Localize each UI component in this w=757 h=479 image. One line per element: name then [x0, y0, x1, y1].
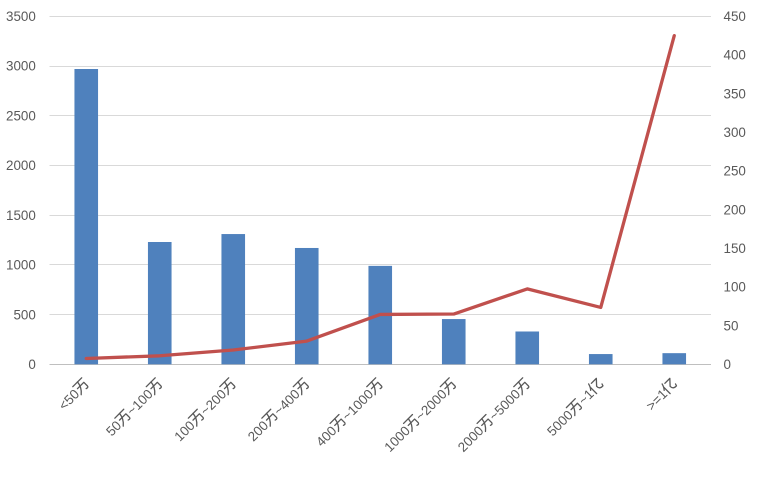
- svg-text:2500: 2500: [6, 108, 36, 123]
- svg-text:100: 100: [724, 280, 746, 295]
- svg-text:350: 350: [724, 86, 746, 101]
- svg-text:50: 50: [724, 318, 739, 333]
- svg-text:200: 200: [724, 202, 746, 217]
- svg-text:500: 500: [13, 307, 35, 322]
- svg-text:1000: 1000: [6, 258, 36, 273]
- svg-text:3500: 3500: [6, 9, 36, 24]
- svg-text:300: 300: [724, 125, 746, 140]
- svg-text:250: 250: [724, 164, 746, 179]
- svg-text:0: 0: [28, 357, 35, 372]
- svg-text:3000: 3000: [6, 59, 36, 74]
- svg-text:150: 150: [724, 241, 746, 256]
- svg-text:450: 450: [724, 9, 746, 24]
- svg-text:0: 0: [724, 357, 731, 372]
- svg-text:1500: 1500: [6, 208, 36, 223]
- svg-text:2000: 2000: [6, 158, 36, 173]
- svg-text:400: 400: [724, 48, 746, 63]
